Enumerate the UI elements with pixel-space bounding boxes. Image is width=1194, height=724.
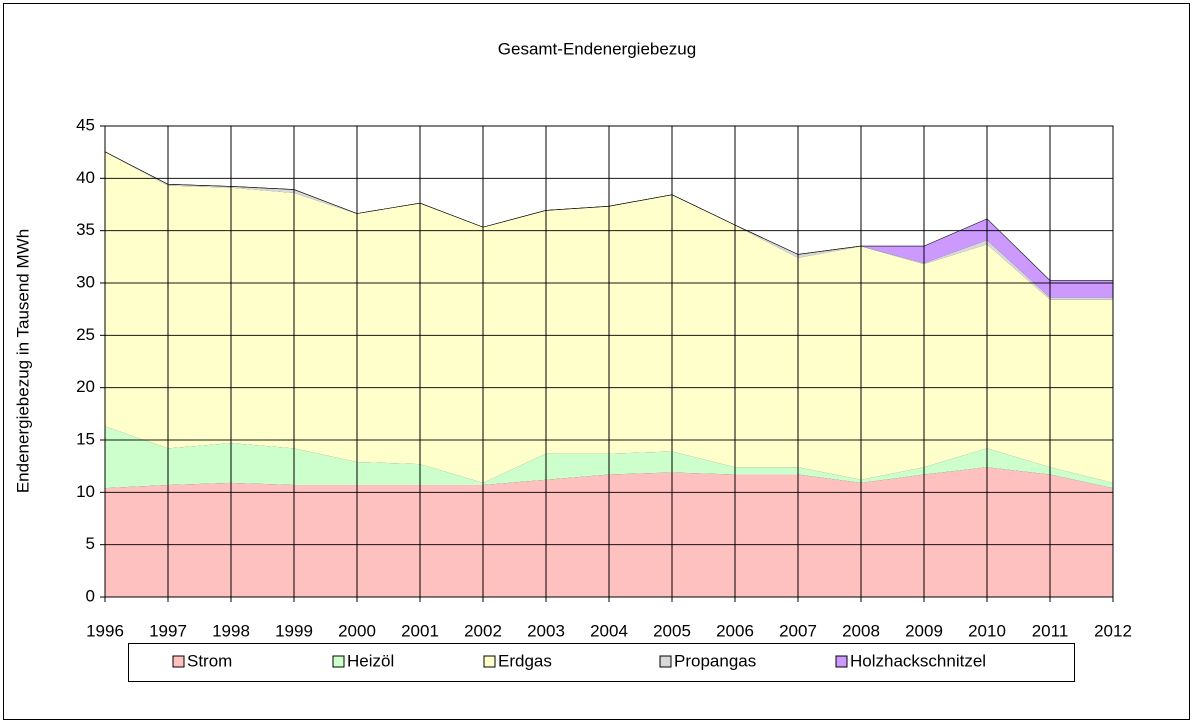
x-tick-label: 2008 [842,621,880,640]
legend-swatch [332,655,345,668]
legend-swatch [172,655,185,668]
y-tick-label: 40 [76,168,95,187]
legend-label: Holzhackschnitzel [850,651,986,670]
y-tick-label: 15 [76,429,95,448]
y-tick-label: 25 [76,325,95,344]
x-tick-label: 2001 [401,621,439,640]
x-tick-label: 2011 [1032,621,1069,640]
x-tick-label: 2007 [779,621,817,640]
y-tick-label: 30 [76,272,95,291]
x-tick-label: 2000 [338,621,376,640]
legend-swatch [659,655,672,668]
legend-swatch [835,655,848,668]
x-tick-label: 1997 [149,621,187,640]
y-tick-label: 10 [76,482,95,501]
x-tick-label: 2006 [716,621,754,640]
y-tick-label: 0 [86,586,95,605]
legend-label: Propangas [674,651,756,670]
legend-box [128,643,1075,682]
plot-border [104,125,1114,598]
legend-label: Strom [187,651,232,670]
legend-swatch [483,655,496,668]
y-tick-label: 20 [76,377,95,396]
x-tick-label: 2010 [968,621,1006,640]
x-tick-label: 2005 [653,621,691,640]
x-tick-label: 2002 [464,621,502,640]
x-tick-label: 1996 [86,621,124,640]
legend-label: Heizöl [347,651,394,670]
y-tick-label: 5 [86,534,95,553]
y-tick-label: 45 [76,115,95,134]
legend-label: Erdgas [498,651,552,670]
y-tick-label: 35 [76,220,95,239]
x-tick-label: 2009 [905,621,943,640]
chart-title: Gesamt-Endenergiebezug [498,39,696,58]
x-tick-label: 2004 [590,621,628,640]
x-tick-label: 2012 [1094,621,1132,640]
x-tick-label: 2003 [527,621,565,640]
x-tick-label: 1999 [275,621,313,640]
x-tick-label: 1998 [212,621,250,640]
y-axis-label: Endenergiebezug in Tausend MWh [13,229,32,493]
